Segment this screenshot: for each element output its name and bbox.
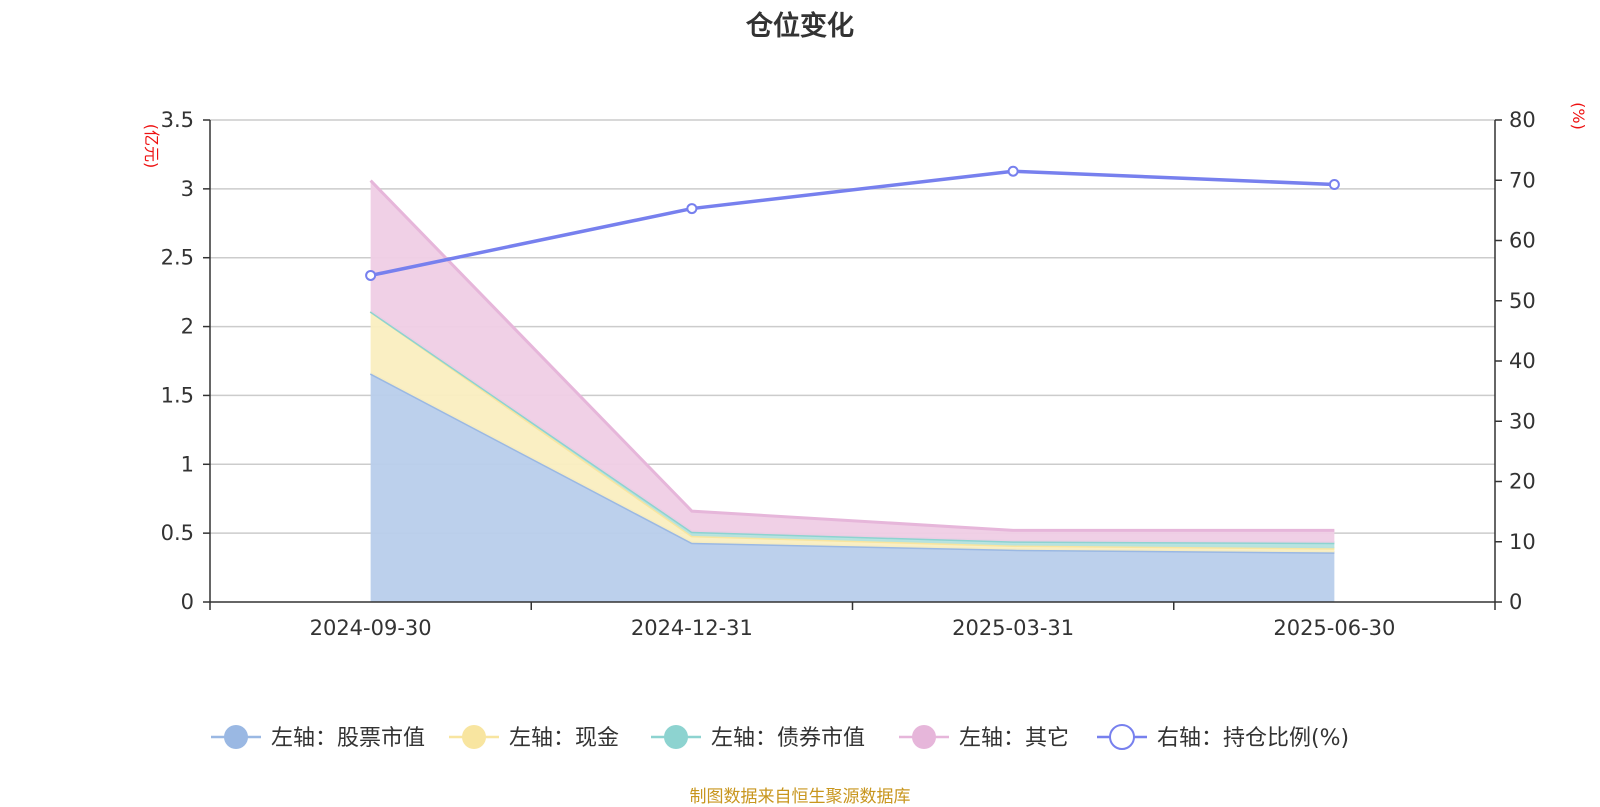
right-tick-label: 10 xyxy=(1509,530,1536,554)
x-tick-label: 2025-03-31 xyxy=(952,616,1074,640)
left-tick-label: 2.5 xyxy=(161,246,194,270)
legend-swatch xyxy=(224,725,248,749)
right-tick-label: 30 xyxy=(1509,409,1536,433)
left-tick-label: 2 xyxy=(181,315,194,339)
axes: 0 0.5 1 1.5 2 2.5 3 3.5 0 10 20 30 40 50 60 70 80 2024-09… xyxy=(142,102,1588,640)
area-series-3 xyxy=(370,180,1335,543)
x-tick-label: 2024-12-31 xyxy=(631,616,753,640)
ratio-line xyxy=(365,165,1340,281)
line-point xyxy=(1328,178,1340,190)
legend-label: 左轴：债券市值 xyxy=(711,726,865,751)
right-axis-unit: (%) xyxy=(1569,102,1588,130)
legend-swatch xyxy=(912,725,936,749)
left-tick-label: 3 xyxy=(181,177,194,201)
right-tick-label: 70 xyxy=(1509,168,1536,192)
area-series-0 xyxy=(370,373,1335,602)
right-tick-label: 80 xyxy=(1509,108,1536,132)
legend-label: 左轴：股票市值 xyxy=(271,726,425,751)
area-edge-2 xyxy=(369,310,1335,545)
line-point xyxy=(365,269,377,281)
legend-label: 右轴：持仓比例(%) xyxy=(1157,726,1349,751)
x-tick-label: 2024-09-30 xyxy=(310,616,432,640)
legend-swatch xyxy=(1109,724,1135,750)
right-tick-label: 60 xyxy=(1509,229,1536,253)
left-tick-label: 0 xyxy=(181,590,194,614)
data-source-note: 制图数据来自恒生聚源数据库 xyxy=(689,787,911,807)
left-axis-unit: (亿元) xyxy=(142,124,161,169)
line-point xyxy=(1007,165,1019,177)
legend-label: 左轴：其它 xyxy=(959,726,1069,751)
left-tick-label: 0.5 xyxy=(161,521,194,545)
x-tick-label: 2025-06-30 xyxy=(1273,616,1395,640)
legend: 左轴：股票市值 左轴：现金 左轴：债券市值 左轴：其它 右轴：持仓比例(%) xyxy=(211,724,1349,751)
chart-title: 仓位变化 xyxy=(746,11,854,42)
line-series-0 xyxy=(370,169,1335,278)
stacked-areas xyxy=(369,179,1335,602)
right-tick-label: 0 xyxy=(1509,590,1522,614)
area-series-1 xyxy=(370,311,1335,553)
legend-label: 左轴：现金 xyxy=(509,726,619,751)
legend-swatch xyxy=(462,725,486,749)
right-tick-label: 20 xyxy=(1509,470,1536,494)
left-tick-label: 3.5 xyxy=(161,108,194,132)
left-tick-label: 1 xyxy=(181,452,194,476)
right-tick-label: 40 xyxy=(1509,349,1536,373)
right-tick-label: 50 xyxy=(1509,289,1536,313)
left-tick-label: 1.5 xyxy=(161,383,194,407)
area-edge-3 xyxy=(369,179,1335,532)
line-point xyxy=(686,203,698,215)
legend-swatch xyxy=(664,725,688,749)
